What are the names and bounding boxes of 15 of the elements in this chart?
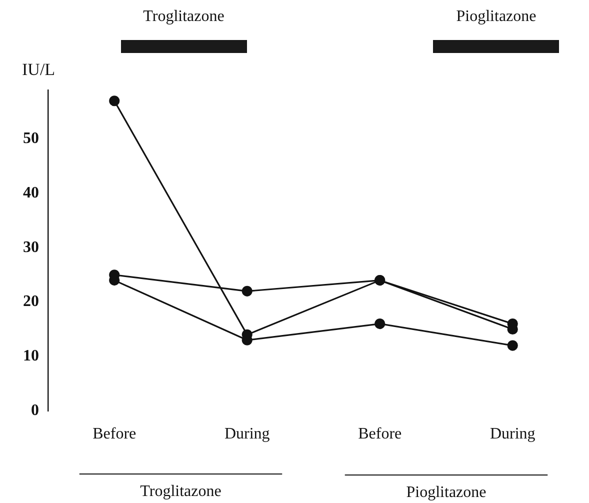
y-tick-label: 20 — [23, 293, 39, 310]
y-tick-label: 40 — [23, 184, 39, 202]
text: Pioglitazone — [406, 484, 486, 502]
y-tick-label: 50 — [23, 130, 39, 148]
x-tick-label: Before — [358, 426, 402, 443]
x-tick-label: During — [224, 426, 270, 443]
y-axis-title: IU/L — [22, 60, 56, 80]
y-tick-label: 10 — [23, 348, 39, 365]
text: Troglitazone — [143, 8, 224, 26]
text: Pioglitazone — [456, 8, 536, 26]
y-tick-label: 30 — [23, 238, 39, 256]
y-tick-label: 0 — [31, 402, 39, 419]
x-tick-label: Before — [92, 426, 136, 443]
text: Troglitazone — [140, 483, 222, 500]
x-tick-label: During — [490, 426, 536, 443]
